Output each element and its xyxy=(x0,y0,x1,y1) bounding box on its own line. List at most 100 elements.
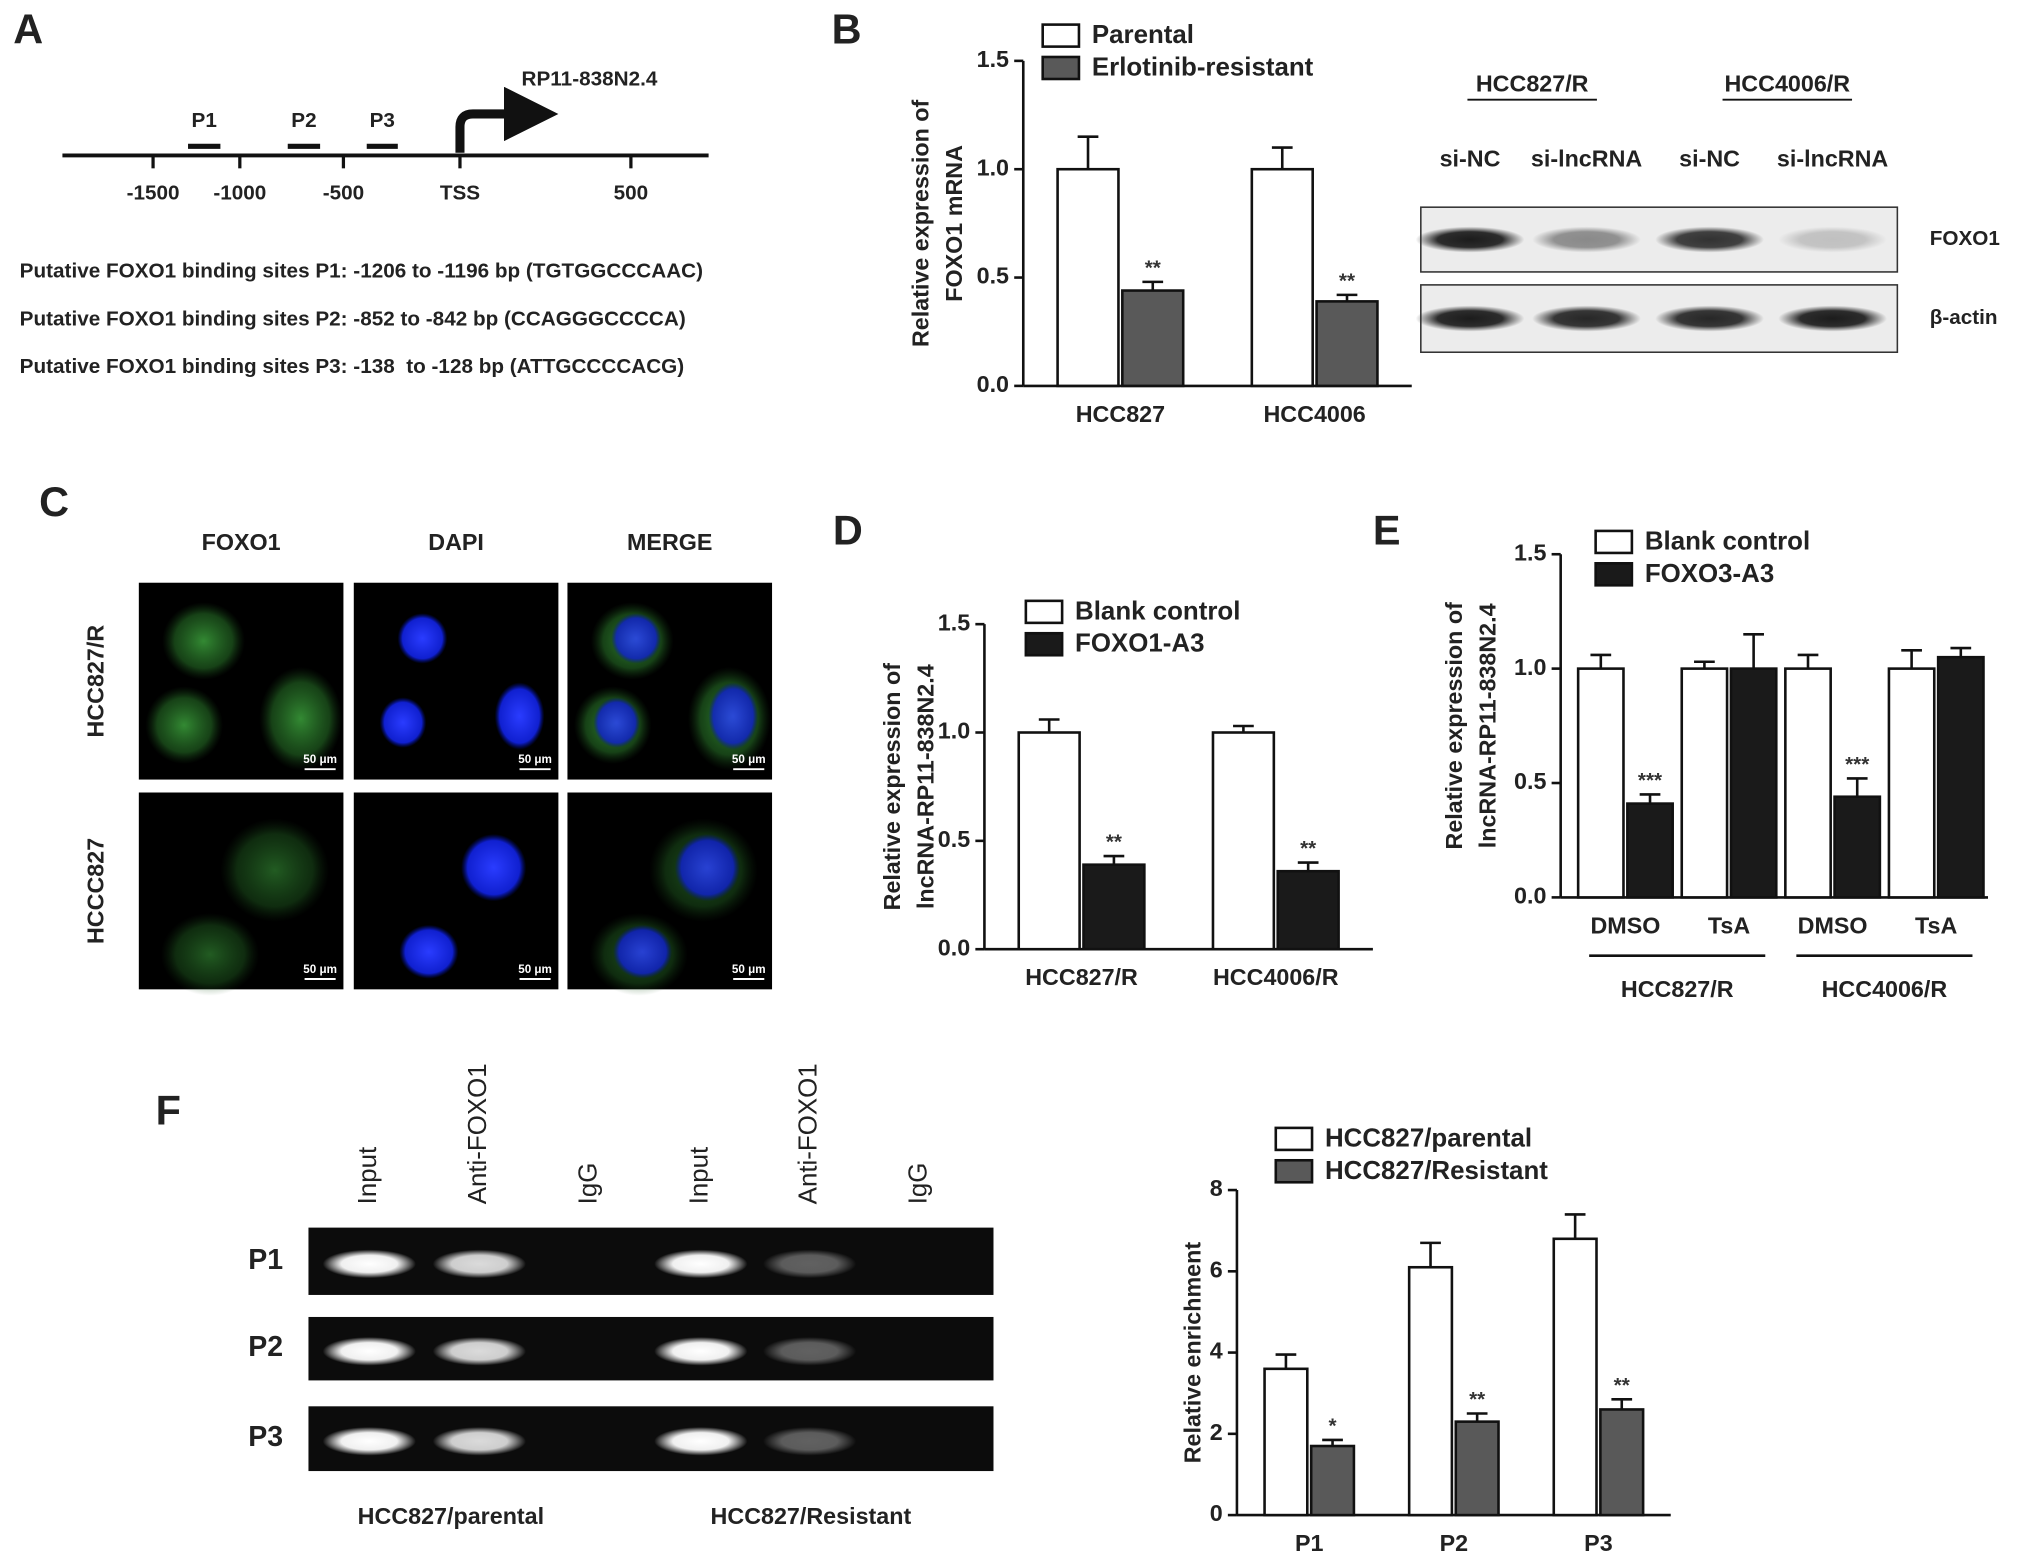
gel-band xyxy=(432,1427,527,1456)
x-tick-label: HCC827 xyxy=(1076,401,1165,427)
cell-nucleus xyxy=(494,682,545,750)
x-tick-label: TsA xyxy=(1708,912,1750,938)
lane-label: si-NC xyxy=(1440,146,1501,172)
error-bar xyxy=(1233,724,1254,733)
legend-swatch xyxy=(1041,55,1081,81)
y-tick-label: 1.5 xyxy=(977,46,1009,72)
y-tick-label: 0.5 xyxy=(977,263,1009,289)
bar xyxy=(1729,667,1778,899)
lane-label: si-NC xyxy=(1679,146,1740,172)
bar xyxy=(1211,731,1276,951)
legend-label: Parental xyxy=(1092,21,1194,49)
group-label: HCC827/R xyxy=(1621,976,1734,1002)
bar xyxy=(1315,300,1379,388)
x-tick-label: P2 xyxy=(1440,1530,1469,1556)
position-label: TSS xyxy=(440,182,480,205)
legend-label: FOXO1-A3 xyxy=(1075,630,1204,658)
column-label: DAPI xyxy=(428,529,484,555)
bar xyxy=(1454,1420,1500,1517)
gel-lane-strip xyxy=(308,1406,994,1472)
gel-row-label: P2 xyxy=(248,1331,283,1363)
blot-row-label: β-actin xyxy=(1930,306,1998,329)
row-label: HCC827/R xyxy=(83,625,109,738)
cell-cytoplasm xyxy=(162,602,246,680)
bar xyxy=(1599,1408,1645,1517)
error-bar xyxy=(1611,1397,1633,1410)
cell-nucleus xyxy=(379,697,427,748)
legend-label: HCC827/Resistant xyxy=(1325,1157,1548,1185)
y-axis-label: lncRNA-RP11-838N2.4 xyxy=(913,664,939,909)
y-tick-label: 1.0 xyxy=(1514,654,1546,680)
bar xyxy=(1017,731,1081,951)
gel-lane-strip xyxy=(308,1227,994,1295)
x-tick-label: HCC4006/R xyxy=(1213,964,1339,990)
x-tick-label: HCC4006 xyxy=(1263,401,1365,427)
legend-swatch xyxy=(1274,1158,1314,1184)
legend-label: Blank control xyxy=(1645,527,1810,555)
bar xyxy=(1552,1237,1598,1517)
gel-band xyxy=(322,1337,416,1366)
significance-marker: *** xyxy=(1638,769,1663,792)
blot-band xyxy=(1778,226,1887,253)
bar xyxy=(1887,667,1936,899)
scale-bar-label: 50 μm xyxy=(732,963,766,976)
bar xyxy=(1576,667,1625,899)
tss-arrow xyxy=(455,86,559,153)
column-label: FOXO1 xyxy=(202,529,281,555)
error-bar xyxy=(1846,777,1868,797)
x-tick-label: P3 xyxy=(1584,1530,1613,1556)
error-bar xyxy=(1564,1213,1586,1239)
error-bar xyxy=(1950,646,1972,658)
error-bar xyxy=(1275,1353,1297,1369)
blot-group-label: HCC4006/R xyxy=(1724,71,1850,97)
error-bar xyxy=(1271,146,1293,170)
scale-bar-label: 50 μm xyxy=(303,753,337,766)
cell-nucleus xyxy=(593,697,640,748)
y-axis-label: lncRNA-RP11-838N2.4 xyxy=(1475,603,1501,848)
error-bar xyxy=(1103,854,1125,865)
cell-cytoplasm xyxy=(220,818,330,923)
y-axis-label: Relative expression of xyxy=(1441,602,1467,850)
y-axis-label: Relative expression of xyxy=(879,663,905,911)
position-label: -1000 xyxy=(213,182,266,205)
y-tick-label: 4 xyxy=(1210,1338,1223,1364)
error-bar xyxy=(1590,653,1612,669)
site-label: P3 xyxy=(370,109,395,132)
micrograph xyxy=(353,582,559,780)
y-tick-label: 0.0 xyxy=(938,934,970,960)
panel-label: B xyxy=(832,5,862,52)
legend-swatch xyxy=(1594,562,1634,587)
lane-label: si-lncRNA xyxy=(1777,146,1888,172)
bar xyxy=(1309,1444,1356,1517)
bar xyxy=(1407,1265,1454,1517)
lane-label: si-lncRNA xyxy=(1531,146,1642,172)
site-description: Putative FOXO1 binding sites P1: -1206 t… xyxy=(20,259,703,282)
significance-marker: ** xyxy=(1339,269,1356,292)
content: A -1500 -1000 -500 TSS 500 P1 P2 P3 RP11-838N2.4 P… xyxy=(13,5,2000,1556)
group-label: HCC4006/R xyxy=(1822,976,1948,1002)
y-tick-label: 0.0 xyxy=(1514,883,1546,909)
bar xyxy=(1833,795,1882,899)
significance-marker: *** xyxy=(1845,753,1870,776)
lane-label: IgG xyxy=(905,1163,933,1205)
gel-lane-strip xyxy=(308,1316,994,1381)
panel-label: F xyxy=(156,1087,181,1134)
legend-swatch xyxy=(1274,1126,1314,1152)
position-label: -500 xyxy=(323,182,364,205)
significance-marker: ** xyxy=(1145,256,1162,279)
panel-label: A xyxy=(13,5,43,52)
blot-row-label: FOXO1 xyxy=(1930,227,2000,250)
error-bar xyxy=(1142,280,1164,291)
x-tick-label: DMSO xyxy=(1590,912,1660,938)
error-bar xyxy=(1901,649,1922,669)
panel-label: C xyxy=(39,478,69,525)
site-description: Putative FOXO1 binding sites P3: -138 to… xyxy=(20,355,685,378)
y-axis-label: Relative enrichment xyxy=(1179,1242,1205,1464)
bar xyxy=(1056,167,1120,388)
error-bar xyxy=(1077,135,1099,170)
lane-label: Input xyxy=(686,1147,714,1205)
gel-row-label: P3 xyxy=(248,1421,283,1453)
lane-label: Anti-FOXO1 xyxy=(464,1063,492,1204)
y-tick-label: 0.0 xyxy=(977,371,1009,397)
